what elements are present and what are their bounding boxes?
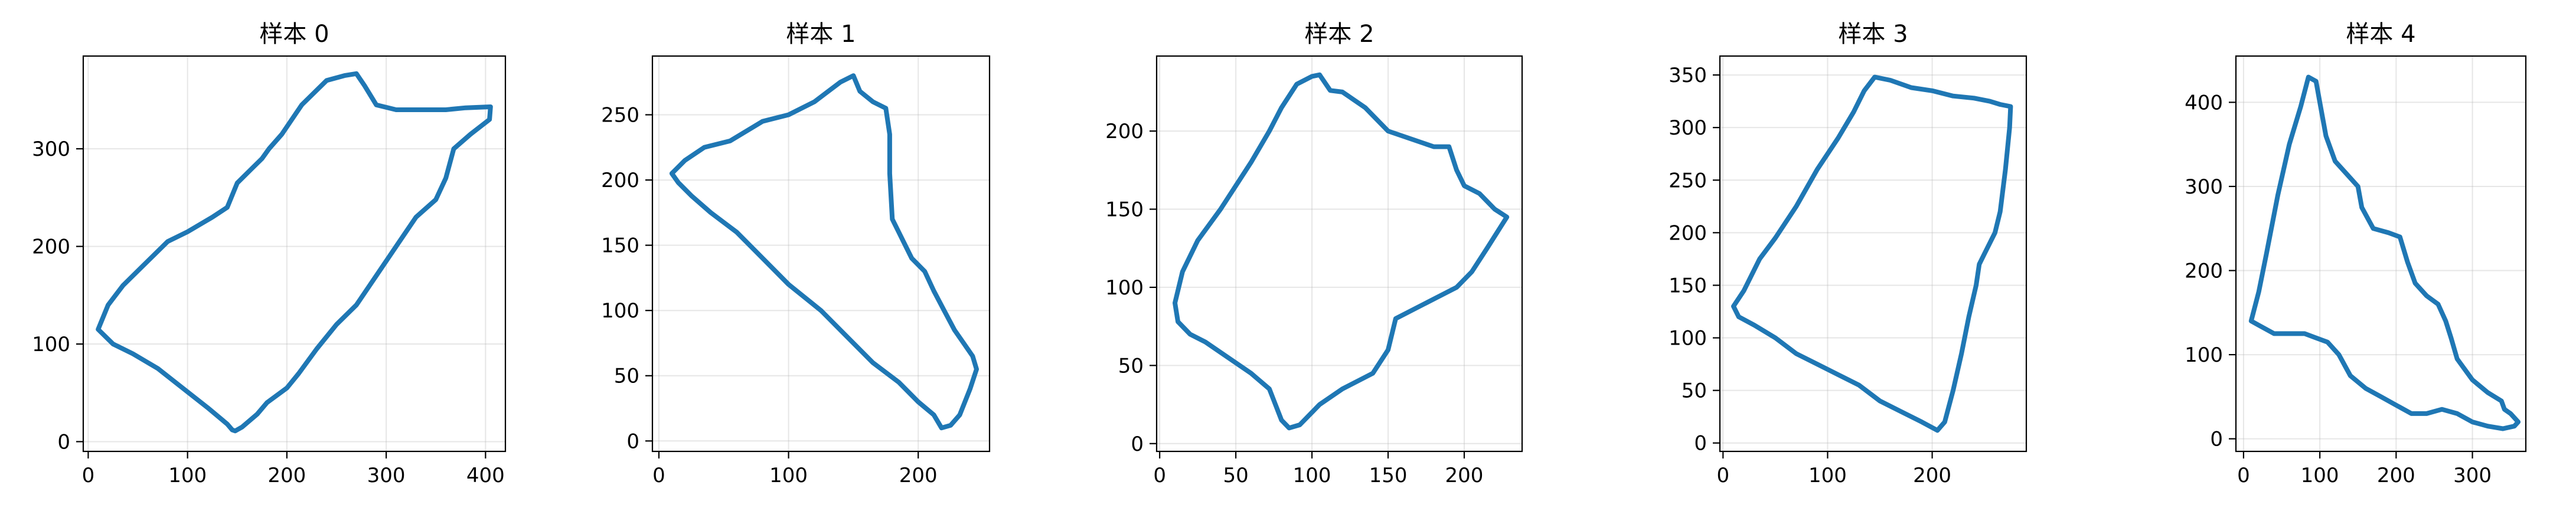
x-tick-label: 0 [1153,464,1166,487]
y-tick-label: 300 [1669,116,1707,140]
x-tick-label: 200 [267,464,306,487]
axes-frame [82,55,507,453]
panel-0: 0 100 200 300 400 0 100 200 300 样本 0 [32,21,507,487]
y-tick-label: 250 [601,104,639,127]
series-line [1173,72,1510,431]
panel-title: 样本 4 [2346,21,2415,48]
y-tick-label: 350 [1669,64,1707,87]
y-tick-label: 0 [626,430,639,453]
y-tick-label: 200 [32,235,70,259]
panel-2: 0 50 100 150 200 0 50 100 150 200 样本 2 [1105,21,1523,487]
x-tick-label: 200 [2377,464,2415,487]
y-tick-label: 0 [57,430,70,454]
x-tick-label: 100 [1293,464,1331,487]
panel-title: 样本 3 [1838,21,1908,48]
panel-4: 0 100 200 300 0 100 200 300 400 样本 4 [2185,21,2527,487]
y-tick-label: 150 [601,234,639,258]
x-tick-label: 100 [168,464,207,487]
x-tick-label: 0 [652,464,665,487]
y-tick-label: 100 [32,333,70,356]
panel-title: 样本 1 [786,21,856,48]
axes-frame [1719,55,2028,453]
series-line [1731,74,2013,433]
x-tick-label: 100 [2301,464,2339,487]
panel-title: 样本 2 [1304,21,1374,48]
panel-title: 样本 0 [259,21,329,48]
y-tick-label: 100 [1105,276,1144,300]
x-tick-label: 200 [1445,464,1484,487]
x-tick-label: 0 [82,464,95,487]
x-tick-label: 200 [1913,464,1951,487]
y-tick-label: 200 [1669,221,1707,245]
x-tick-label: 50 [1223,464,1248,487]
y-tick-label: 100 [1669,327,1707,351]
axes-frame [1155,55,1523,453]
series-line [96,71,493,434]
x-tick-label: 100 [769,464,808,487]
y-tick-label: 400 [2185,91,2223,114]
x-tick-label: 300 [367,464,406,487]
series-line [2248,74,2521,431]
x-tick-label: 0 [2237,464,2250,487]
x-tick-label: 400 [466,464,505,487]
y-tick-label: 200 [601,169,639,192]
x-tick-label: 0 [1716,464,1729,487]
y-tick-label: 300 [32,137,70,161]
y-tick-label: 50 [1118,354,1144,378]
y-tick-label: 200 [2185,260,2223,283]
axes-frame [651,55,991,453]
y-tick-label: 0 [2210,428,2223,451]
y-tick-label: 200 [1105,120,1144,143]
y-tick-label: 250 [1669,169,1707,192]
y-tick-label: 300 [2185,175,2223,199]
y-tick-label: 150 [1105,198,1144,222]
panel-3: 0 100 200 0 50 100 150 200 250 300 350 样本 3 [1669,21,2028,487]
x-tick-label: 150 [1369,464,1408,487]
panel-1: 0 100 200 0 50 100 150 200 250 样本 1 [601,21,991,487]
x-tick-label: 100 [1808,464,1847,487]
y-tick-label: 0 [1131,433,1144,456]
x-tick-label: 300 [2453,464,2492,487]
axes-frame [2235,55,2527,453]
y-tick-label: 100 [601,299,639,323]
y-tick-label: 100 [2185,343,2223,367]
y-tick-label: 50 [1682,379,1707,403]
y-tick-label: 150 [1669,274,1707,297]
y-tick-label: 50 [614,365,639,388]
x-tick-label: 200 [899,464,938,487]
series-line [669,73,979,431]
y-tick-label: 0 [1694,432,1707,456]
